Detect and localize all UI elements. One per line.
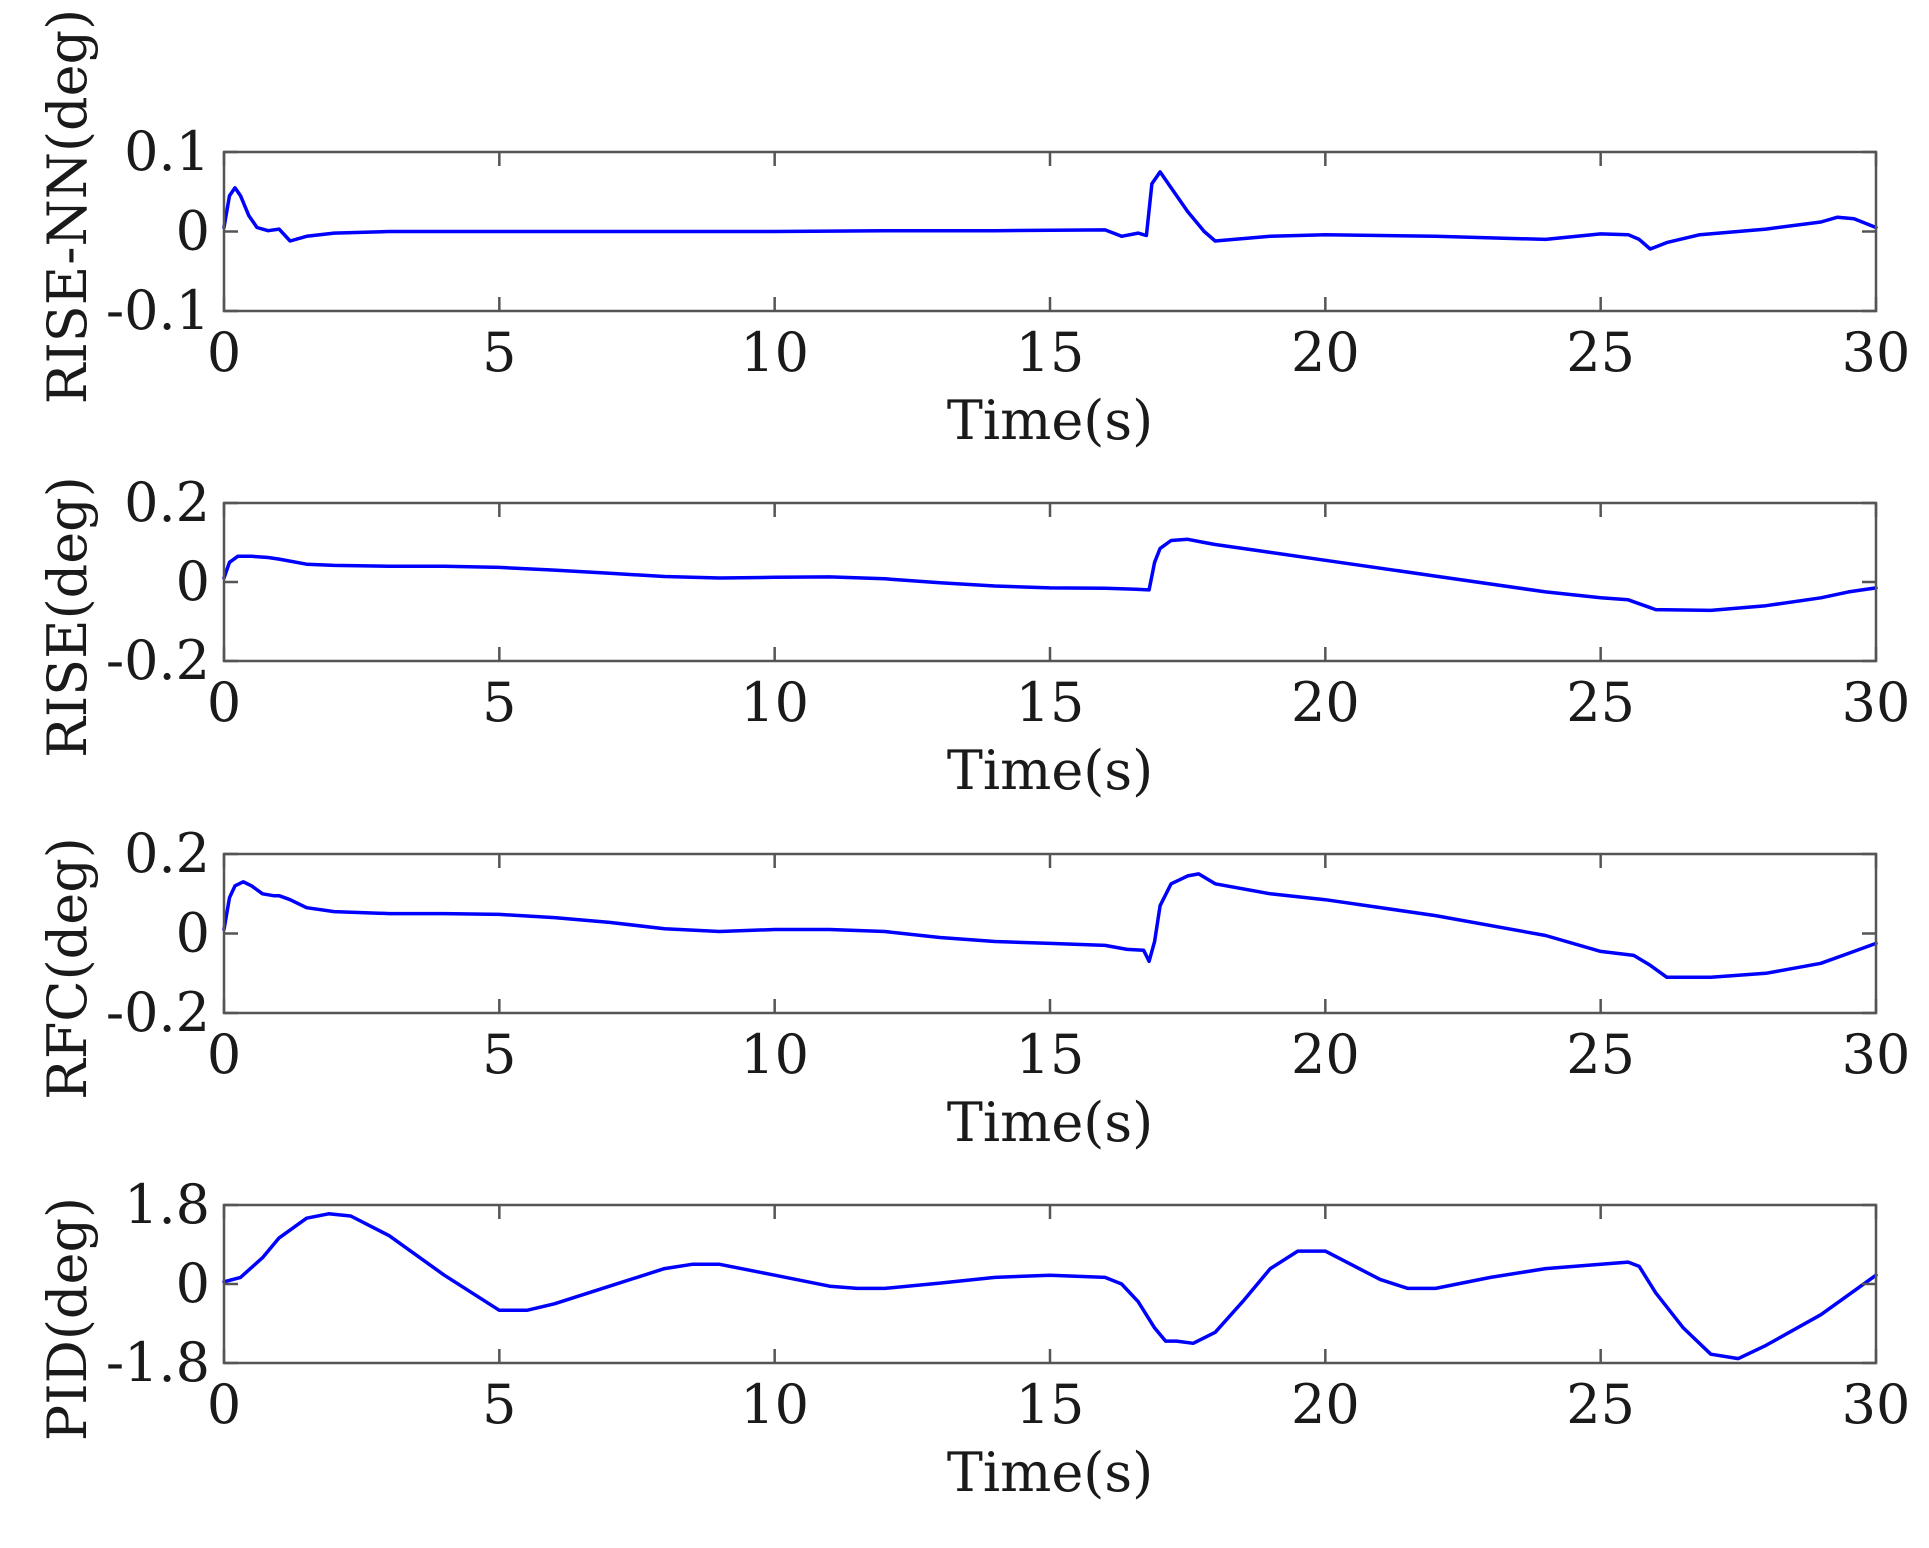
series-line	[222, 537, 1878, 613]
x-tick-label: 10	[740, 1373, 809, 1436]
x-tick-label: 15	[1016, 1373, 1085, 1436]
x-axis-label: Time(s)	[947, 1441, 1153, 1504]
x-tick-label: 15	[1016, 321, 1085, 384]
y-axis-label: RFC(deg)	[36, 837, 99, 1100]
y-tick-label: 0	[176, 1252, 210, 1315]
series-line	[222, 170, 1878, 251]
x-tick-label: 10	[740, 1023, 809, 1086]
x-axis-label: Time(s)	[947, 1091, 1153, 1154]
x-tick-label: 5	[482, 671, 516, 734]
y-axis-label: RISE(deg)	[36, 476, 99, 758]
x-tick-label: 5	[482, 1373, 516, 1436]
x-tick-label: 15	[1016, 1023, 1085, 1086]
plot-frame	[222, 852, 1878, 1015]
x-axis-label: Time(s)	[947, 739, 1153, 802]
x-tick-label: 0	[207, 671, 241, 734]
y-tick-label: 0	[176, 902, 210, 965]
x-tick-label: 20	[1291, 1373, 1360, 1436]
x-tick-label: 0	[207, 1023, 241, 1086]
x-tick-label: 30	[1842, 1373, 1911, 1436]
plot-frame	[222, 1203, 1878, 1365]
x-tick-label: 20	[1291, 671, 1360, 734]
y-tick-label: 0.2	[124, 471, 210, 534]
series-line	[222, 1212, 1878, 1361]
y-tick-label: -0.2	[106, 629, 210, 692]
series-line	[222, 872, 1878, 979]
x-tick-label: 30	[1842, 1023, 1911, 1086]
x-tick-label: 30	[1842, 671, 1911, 734]
y-tick-label: 1.8	[124, 1173, 210, 1236]
x-tick-label: 20	[1291, 321, 1360, 384]
x-tick-label: 25	[1566, 671, 1635, 734]
y-tick-label: 0.2	[124, 822, 210, 885]
plot-frame	[222, 501, 1878, 663]
y-tick-label: -1.8	[106, 1331, 210, 1394]
x-tick-label: 25	[1566, 1373, 1635, 1436]
y-tick-label: 0.1	[124, 120, 210, 183]
x-tick-label: 0	[207, 1373, 241, 1436]
y-tick-label: 0	[176, 200, 210, 263]
y-tick-label: -0.2	[106, 981, 210, 1044]
x-tick-label: 15	[1016, 671, 1085, 734]
y-tick-label: -0.1	[106, 279, 210, 342]
x-tick-label: 5	[482, 321, 516, 384]
x-tick-label: 5	[482, 1023, 516, 1086]
x-tick-label: 25	[1566, 1023, 1635, 1086]
x-tick-label: 25	[1566, 321, 1635, 384]
x-tick-label: 0	[207, 321, 241, 384]
x-tick-label: 10	[740, 321, 809, 384]
y-tick-label: 0	[176, 550, 210, 613]
x-tick-label: 30	[1842, 321, 1911, 384]
y-axis-label: PID(deg)	[36, 1197, 99, 1441]
y-axis-label: RISE-NN(deg)	[36, 9, 99, 404]
x-tick-label: 10	[740, 671, 809, 734]
x-tick-label: 20	[1291, 1023, 1360, 1086]
x-axis-label: Time(s)	[947, 389, 1153, 452]
